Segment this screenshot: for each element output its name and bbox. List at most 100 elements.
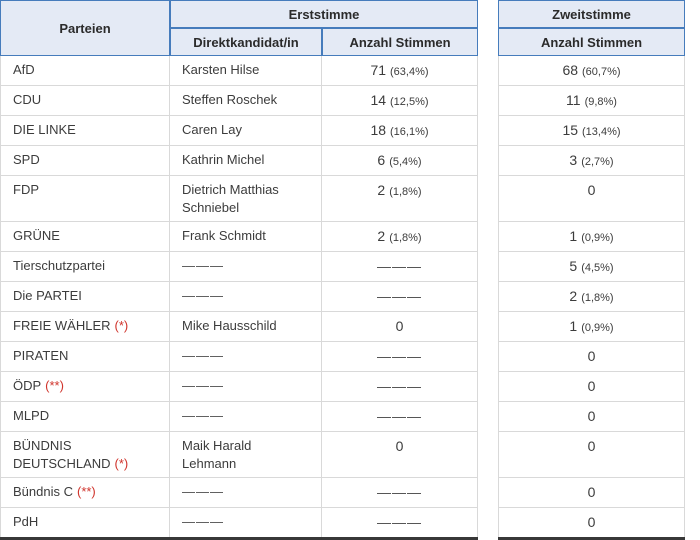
erststimme-count: 14 xyxy=(370,92,387,108)
erststimme-votes-cell: 6 (5,4%) xyxy=(322,146,478,176)
zweitstimme-count: 2 xyxy=(569,288,578,304)
candidate-cell: ——— xyxy=(170,478,322,508)
zweitstimme-count: 3 xyxy=(569,152,578,168)
zweitstimme-count: 1 xyxy=(569,228,578,244)
erststimme-percent: (5,4%) xyxy=(389,156,422,168)
erststimme-percent: (16,1%) xyxy=(390,126,429,138)
candidate-cell: ——— xyxy=(170,342,322,372)
party-label: AfD xyxy=(13,62,35,77)
party-label: BÜNDNIS DEUTSCHLAND xyxy=(13,438,111,471)
party-label: CDU xyxy=(13,92,42,107)
zweitstimme-count: 0 xyxy=(587,378,596,394)
erststimme-count: 0 xyxy=(395,438,404,454)
party-label: PdH xyxy=(13,514,39,529)
zweitstimme-votes-cell: 0 xyxy=(498,342,685,372)
erststimme-count: ——— xyxy=(377,378,422,394)
candidate-name: Mike Hausschild xyxy=(182,318,277,333)
erststimme-votes-cell: ——— xyxy=(322,342,478,372)
zweitstimme-count: 0 xyxy=(587,348,596,364)
party-cell: Die PARTEI xyxy=(0,282,170,312)
footnote-mark: (**) xyxy=(76,484,96,499)
erststimme-count: 71 xyxy=(370,62,387,78)
erststimme-percent: (1,8%) xyxy=(389,232,422,244)
zweitstimme-count: 0 xyxy=(587,514,596,530)
erststimme-percent: (1,8%) xyxy=(389,186,422,198)
erststimme-count: 0 xyxy=(395,318,404,334)
candidate-cell: ——— xyxy=(170,402,322,432)
erststimme-count: 18 xyxy=(370,122,387,138)
candidate-cell: Maik Harald Lehmann xyxy=(170,432,322,478)
zweitstimme-count: 0 xyxy=(587,484,596,500)
zweitstimme-percent: (60,7%) xyxy=(582,66,621,78)
zweitstimme-percent: (1,8%) xyxy=(581,292,614,304)
party-cell: Bündnis C (**) xyxy=(0,478,170,508)
zweitstimme-percent: (9,8%) xyxy=(584,96,617,108)
candidate-cell: Steffen Roschek xyxy=(170,86,322,116)
party-label: Bündnis C xyxy=(13,484,73,499)
party-label: MLPD xyxy=(13,408,50,423)
party-cell: PIRATEN xyxy=(0,342,170,372)
party-cell: FDP xyxy=(0,176,170,222)
erststimme-votes-cell: 14 (12,5%) xyxy=(322,86,478,116)
candidate-name: Frank Schmidt xyxy=(182,228,266,243)
candidate-name: Karsten Hilse xyxy=(182,62,260,77)
zweitstimme-percent: (2,7%) xyxy=(581,156,614,168)
zweitstimme-count: 11 xyxy=(566,92,581,108)
candidate-name: ——— xyxy=(182,378,224,393)
candidate-cell: ——— xyxy=(170,282,322,312)
results-table-header: Parteien Erststimme Zweitstimme Direktka… xyxy=(0,0,700,56)
erststimme-votes-cell: 18 (16,1%) xyxy=(322,116,478,146)
zweitstimme-votes-cell: 0 xyxy=(498,372,685,402)
candidate-cell: Frank Schmidt xyxy=(170,222,322,252)
erststimme-votes-cell: 0 xyxy=(322,432,478,478)
column-header-anzahl-stimmen-erst: Anzahl Stimmen xyxy=(322,28,478,56)
candidate-cell: Caren Lay xyxy=(170,116,322,146)
candidate-cell: ——— xyxy=(170,252,322,282)
party-cell: FREIE WÄHLER (*) xyxy=(0,312,170,342)
candidate-name: Caren Lay xyxy=(182,122,242,137)
candidate-cell: Dietrich Matthias Schniebel xyxy=(170,176,322,222)
candidate-name: Maik Harald Lehmann xyxy=(182,438,252,471)
erststimme-votes-cell: ——— xyxy=(322,508,478,538)
erststimme-percent: (63,4%) xyxy=(390,66,429,78)
zweitstimme-votes-cell: 0 xyxy=(498,432,685,478)
zweitstimme-count: 0 xyxy=(587,408,596,424)
party-cell: PdH xyxy=(0,508,170,538)
zweitstimme-percent: (4,5%) xyxy=(581,262,614,274)
zweitstimme-count: 15 xyxy=(562,122,579,138)
zweitstimme-percent: (0,9%) xyxy=(581,232,614,244)
zweitstimme-votes-cell: 11 (9,8%) xyxy=(498,86,685,116)
zweitstimme-count: 68 xyxy=(562,62,579,78)
party-cell: MLPD xyxy=(0,402,170,432)
party-cell: GRÜNE xyxy=(0,222,170,252)
zweitstimme-votes-cell: 3 (2,7%) xyxy=(498,146,685,176)
party-label: FDP xyxy=(13,182,39,197)
table-gap xyxy=(478,538,502,540)
party-label: PIRATEN xyxy=(13,348,69,363)
candidate-name: ——— xyxy=(182,258,224,273)
party-cell: ÖDP (**) xyxy=(0,372,170,402)
zweitstimme-count: 5 xyxy=(569,258,578,274)
candidate-name: Steffen Roschek xyxy=(182,92,278,107)
zweitstimme-votes-cell: 5 (4,5%) xyxy=(498,252,685,282)
candidate-name: ——— xyxy=(182,348,224,363)
zweitstimme-percent: (13,4%) xyxy=(582,126,621,138)
erststimme-votes-cell: ——— xyxy=(322,372,478,402)
erststimme-votes-cell: 71 (63,4%) xyxy=(322,56,478,86)
party-cell: DIE LINKE xyxy=(0,116,170,146)
zweitstimme-votes-cell: 1 (0,9%) xyxy=(498,222,685,252)
column-header-direktkandidat: Direktkandidat/in xyxy=(170,28,322,56)
zweitstimme-count: 1 xyxy=(569,318,578,334)
erststimme-votes-cell: ——— xyxy=(322,282,478,312)
results-table-body: AfD Karsten Hilse 71 (63,4%) 68 (60,7%) CDU Ste… xyxy=(0,56,700,540)
zweitstimme-votes-cell: 2 (1,8%) xyxy=(498,282,685,312)
party-cell: BÜNDNIS DEUTSCHLAND (*) xyxy=(0,432,170,478)
column-header-anzahl-stimmen-zweit: Anzahl Stimmen xyxy=(498,28,685,56)
erststimme-votes-cell: 2 (1,8%) xyxy=(322,176,478,222)
party-cell: SPD xyxy=(0,146,170,176)
erststimme-votes-cell: ——— xyxy=(322,478,478,508)
candidate-name: Dietrich Matthias Schniebel xyxy=(182,182,279,215)
party-label: Die PARTEI xyxy=(13,288,82,303)
footnote-mark: (*) xyxy=(114,456,129,471)
